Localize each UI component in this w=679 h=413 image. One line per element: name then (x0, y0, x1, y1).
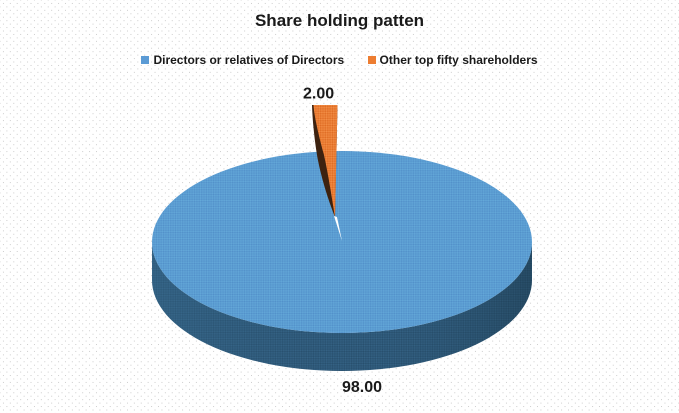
svg-text:2.00: 2.00 (303, 86, 334, 103)
svg-text:98.00: 98.00 (342, 379, 382, 396)
